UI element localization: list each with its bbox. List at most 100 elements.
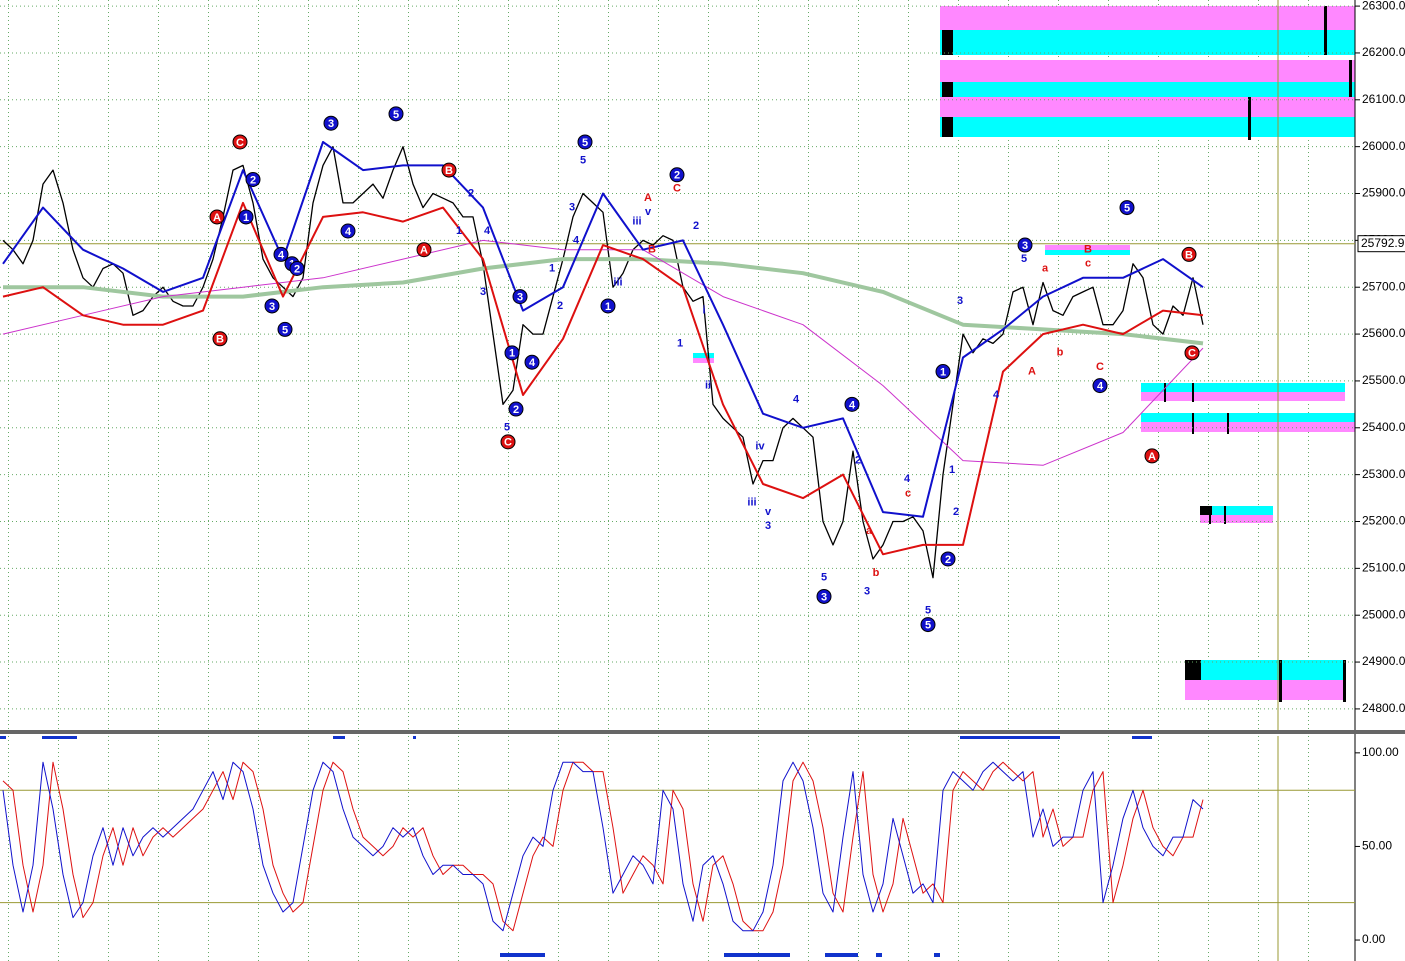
wave-label: 3 <box>328 118 334 130</box>
wave-marker <box>600 298 616 314</box>
y-tick-label: 26200.0 <box>1362 45 1405 59</box>
y-tick-label: 25200.0 <box>1362 514 1405 528</box>
wave-label: 1 <box>243 212 249 224</box>
wave-label: B <box>1084 244 1092 256</box>
wave-label: 2 <box>945 554 951 566</box>
wave-label: iii <box>632 216 641 228</box>
wave-label: 4 <box>993 389 1000 401</box>
wave-label: 4 <box>278 249 285 261</box>
wave-marker <box>524 354 540 370</box>
wave-label: B <box>1185 249 1193 261</box>
wave-label: 5 <box>1124 202 1130 214</box>
wave-label: iii <box>747 497 756 509</box>
wave-marker <box>264 298 280 314</box>
wave-label: v <box>645 206 652 218</box>
wave-marker <box>245 171 261 187</box>
wave-marker <box>504 345 520 361</box>
wave-marker <box>1119 200 1135 216</box>
wave-marker <box>232 134 248 150</box>
vertical-grid <box>0 736 1355 961</box>
wave-label: 2 <box>294 263 300 275</box>
series-line <box>2 201 1204 556</box>
wave-label: 1 <box>949 464 955 476</box>
wave-label: C <box>504 437 512 449</box>
wave-marker <box>238 209 254 225</box>
wave-label: 5 <box>925 619 931 631</box>
wave-marker <box>212 331 228 347</box>
wave-label: C <box>236 137 244 149</box>
wave-marker <box>1092 378 1108 394</box>
wave-label: A <box>213 212 221 224</box>
wave-label: 5 <box>821 572 827 584</box>
wave-marker <box>920 617 936 633</box>
wave-label: 3 <box>765 520 771 532</box>
wave-marker <box>500 434 516 450</box>
wave-label: 2 <box>674 170 680 182</box>
series-line <box>3 257 1204 346</box>
wave-label: 4 <box>793 394 800 406</box>
wave-label: 3 <box>957 295 963 307</box>
wave-marker <box>844 396 860 412</box>
wave-label: 5 <box>282 324 288 336</box>
wave-marker <box>273 246 289 262</box>
y-tick-label: 100.00 <box>1362 745 1399 759</box>
wave-label: C <box>673 183 681 195</box>
wave-marker <box>289 260 305 276</box>
wave-label: 5 <box>580 155 586 167</box>
wave-label: 2 <box>855 454 861 466</box>
last-price-label: 25792.9 <box>1361 236 1405 250</box>
panel-separator <box>0 730 1405 734</box>
wave-marker <box>340 223 356 239</box>
y-tick-label: 26000.0 <box>1362 139 1405 153</box>
wave-label: iv <box>755 440 765 452</box>
y-tick-label: 25500.0 <box>1362 373 1405 387</box>
wave-label: 1 <box>509 348 515 360</box>
wave-label: 4 <box>529 357 536 369</box>
wave-label: 5 <box>582 137 588 149</box>
wave-label: 3 <box>480 286 486 298</box>
signal-bars <box>0 736 1152 957</box>
wave-label: i <box>702 305 705 317</box>
wave-label: 1 <box>549 262 555 274</box>
wave-marker <box>1017 237 1033 253</box>
wave-label: 1 <box>605 301 611 313</box>
wave-marker <box>940 551 956 567</box>
y-tick-label: 25700.0 <box>1362 279 1405 293</box>
y-tick-label: 25300.0 <box>1362 467 1405 481</box>
series-line <box>2 761 1204 932</box>
wave-marker <box>277 321 293 337</box>
series-line <box>2 761 1204 932</box>
wave-label: c <box>1085 258 1091 270</box>
wave-label: 4 <box>345 226 352 238</box>
wave-label: C <box>1188 348 1196 360</box>
last-price-box <box>1357 235 1405 253</box>
wave-label: a <box>866 525 873 537</box>
wave-marker <box>209 209 225 225</box>
wave-label: A <box>644 192 652 204</box>
y-tick-label: 0.00 <box>1362 932 1386 946</box>
y-tick-label: 24800.0 <box>1362 701 1405 715</box>
y-tick-label: 25600.0 <box>1362 326 1405 340</box>
wave-label: 4 <box>849 399 856 411</box>
wave-marker <box>935 364 951 380</box>
wave-marker <box>1184 345 1200 361</box>
y-tick-label: 50.00 <box>1362 839 1392 853</box>
wave-label: B <box>445 165 453 177</box>
wave-label: A <box>420 245 428 257</box>
wave-marker <box>512 289 528 305</box>
wave-label: B <box>216 334 224 346</box>
wave-label: 4 <box>1097 381 1104 393</box>
wave-label: 3 <box>569 201 575 213</box>
wave-marker <box>1181 246 1197 262</box>
y-tick-label: 25900.0 <box>1362 186 1405 200</box>
wave-marker <box>577 134 593 150</box>
y-tick-label: 25100.0 <box>1362 561 1405 575</box>
wave-marker <box>441 162 457 178</box>
wave-label: b <box>1057 347 1064 359</box>
wave-label: c <box>905 487 911 499</box>
wave-label: 2 <box>250 174 256 186</box>
wave-label: 1 <box>677 337 683 349</box>
wave-marker <box>669 167 685 183</box>
wave-label: v <box>765 506 772 518</box>
